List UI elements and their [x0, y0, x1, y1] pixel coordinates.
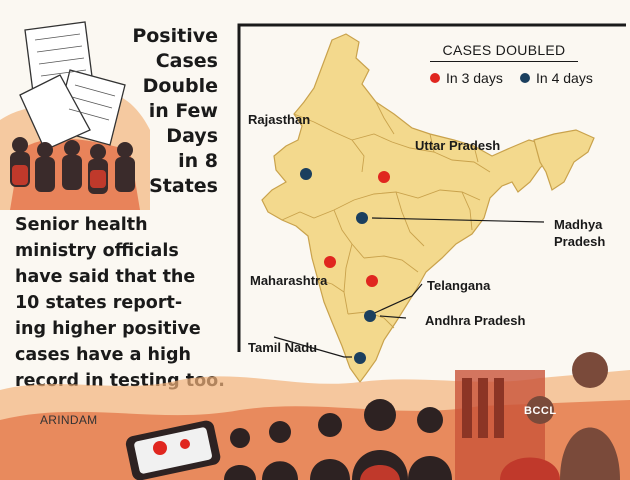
headline-line: Days [166, 125, 218, 147]
watermark: BCCL [524, 405, 557, 417]
red-dot-icon [430, 73, 440, 83]
frame-left [237, 23, 384, 352]
label-madhya-pradesh: Madhya Pradesh [554, 216, 605, 250]
leader-andhra-pradesh [379, 315, 407, 319]
headline-line: in 8 [178, 150, 218, 172]
marker-telangana [366, 275, 378, 287]
body-line: cases have a high [15, 345, 191, 365]
body-line: ing higher positive [15, 319, 201, 339]
marker-andhra-pradesh [364, 310, 376, 322]
marker-madhya-pradesh [356, 212, 368, 224]
leader-tamil-nadu [273, 336, 352, 358]
label-rajasthan: Rajasthan [248, 112, 311, 127]
headline: Positive Cases Double in Few Days in 8 S… [108, 24, 218, 199]
label-line: Pradesh [554, 234, 606, 249]
legend-label: In 3 days [446, 70, 503, 86]
marker-maharashtra [324, 256, 336, 268]
legend-title: CASES DOUBLED [430, 42, 578, 62]
leader-madhya-pradesh [371, 217, 545, 223]
crowd-illustration [0, 352, 630, 480]
label-uttar-pradesh: Uttar Pradesh [415, 138, 501, 153]
state-borders [281, 101, 491, 329]
india-outline [261, 33, 553, 384]
leader-lines [273, 217, 545, 358]
marker-uttar-pradesh [378, 171, 390, 183]
body-line: have said that the [15, 267, 196, 287]
legend-label: In 4 days [536, 70, 593, 86]
legend-item-3-days: In 3 days [430, 70, 503, 86]
legend-item-4-days: In 4 days [520, 70, 593, 86]
india-map [237, 23, 626, 384]
headline-line: Cases [155, 50, 218, 72]
body-line: ministry officials [15, 241, 179, 261]
illustrator-credit: ARINDAM [40, 413, 98, 427]
map-panel [234, 22, 630, 422]
label-telangana: Telangana [427, 278, 491, 293]
label-maharashtra: Maharashtra [250, 273, 328, 288]
headline-line: States [149, 175, 218, 197]
papers-crowd-illustration [0, 21, 150, 210]
label-andhra-pradesh: Andhra Pradesh [425, 313, 526, 328]
leader-telangana [367, 283, 423, 317]
headline-line: in Few [148, 100, 218, 122]
body-line: 10 states report- [15, 293, 183, 313]
label-line: Madhya [554, 217, 603, 232]
body-line: Senior health [15, 215, 148, 235]
headline-line: Positive [132, 25, 218, 47]
navy-dot-icon [520, 73, 530, 83]
northeast-outline [533, 129, 595, 191]
marker-tamil-nadu [354, 352, 366, 364]
headline-line: Double [142, 75, 218, 97]
marker-rajasthan [300, 168, 312, 180]
label-tamil-nadu: Tamil Nadu [248, 340, 318, 355]
